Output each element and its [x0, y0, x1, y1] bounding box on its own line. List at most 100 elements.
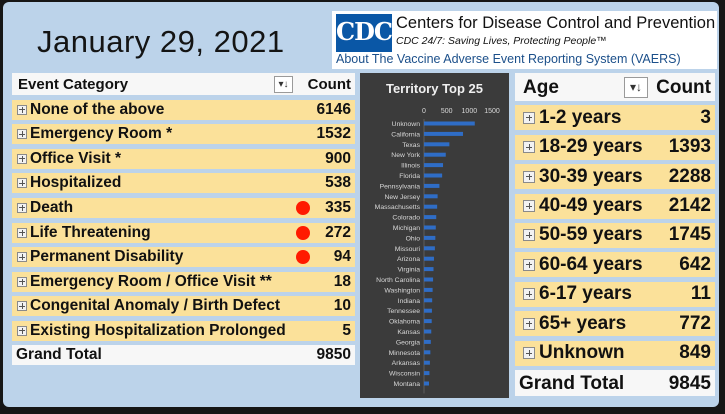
event-row[interactable]: Emergency Room * 1532	[12, 124, 355, 145]
expand-plus-icon[interactable]	[523, 111, 535, 124]
bar[interactable]	[424, 152, 446, 157]
category-label: Unknown	[392, 121, 421, 128]
category-label: New Jersey	[384, 194, 420, 201]
bar[interactable]	[424, 277, 434, 282]
event-count: 272	[325, 223, 351, 241]
event-row[interactable]: Life Threatening 272	[12, 222, 355, 243]
event-count: 900	[325, 149, 351, 167]
bar[interactable]	[424, 319, 432, 324]
expand-plus-icon[interactable]	[17, 178, 27, 189]
category-label: Minnesota	[389, 350, 421, 357]
event-count: 1532	[316, 125, 351, 143]
red-dot-icon	[296, 225, 310, 240]
age-row[interactable]: 40-49 years 2142	[515, 193, 715, 219]
bar[interactable]	[424, 246, 435, 251]
bar[interactable]	[424, 204, 438, 209]
dashboard-frame: January 29, 2021 CDC Centers for Disease…	[3, 2, 719, 407]
event-label: Office Visit *	[30, 149, 122, 167]
bar[interactable]	[424, 256, 434, 261]
age-count: 2142	[668, 195, 711, 217]
event-table-header: Event Category ▾↓ Count	[12, 73, 355, 95]
event-row[interactable]: Death 335	[12, 197, 355, 218]
bar[interactable]	[424, 131, 463, 136]
age-row[interactable]: 50-59 years 1745	[515, 222, 715, 248]
bar[interactable]	[424, 225, 436, 230]
event-count: 6146	[316, 100, 351, 118]
bar[interactable]	[424, 381, 429, 386]
expand-plus-icon[interactable]	[523, 258, 535, 271]
bar[interactable]	[424, 298, 433, 303]
age-row[interactable]: 65+ years 772	[515, 311, 715, 337]
expand-plus-icon[interactable]	[17, 202, 27, 213]
age-count: 1393	[668, 136, 711, 158]
expand-plus-icon[interactable]	[523, 141, 535, 154]
bar[interactable]	[424, 360, 430, 365]
age-grand-total-row: Grand Total 9845	[515, 369, 715, 396]
expand-plus-icon[interactable]	[523, 347, 535, 360]
event-label: Emergency Room *	[30, 125, 173, 143]
expand-plus-icon[interactable]	[17, 276, 27, 287]
event-row[interactable]: Emergency Room / Office Visit ** 18	[12, 271, 355, 292]
age-row[interactable]: 6-17 years 11	[515, 281, 715, 307]
expand-plus-icon[interactable]	[17, 227, 27, 238]
event-row[interactable]: None of the above 6146	[12, 99, 355, 120]
event-row[interactable]: Congenital Anomaly / Birth Defect 10	[12, 296, 355, 317]
bar[interactable]	[424, 308, 432, 313]
bar[interactable]	[424, 163, 444, 168]
bar[interactable]	[424, 371, 430, 376]
category-label: Ohio	[406, 235, 421, 242]
cdc-title: Centers for Disease Control and Preventi…	[396, 14, 716, 32]
expand-plus-icon[interactable]	[17, 252, 27, 263]
age-row[interactable]: Unknown 849	[515, 340, 715, 366]
bar[interactable]	[424, 215, 437, 220]
event-row[interactable]: Hospitalized 538	[12, 173, 355, 194]
expand-plus-icon[interactable]	[523, 200, 535, 213]
bar[interactable]	[424, 350, 431, 355]
event-category-header: Event Category	[18, 75, 129, 93]
event-row[interactable]: Office Visit * 900	[12, 148, 355, 169]
bar[interactable]	[424, 329, 432, 334]
age-row[interactable]: 18-29 years 1393	[515, 134, 715, 160]
age-label: 1-2 years	[539, 106, 622, 128]
expand-plus-icon[interactable]	[523, 288, 535, 301]
age-row[interactable]: 60-64 years 642	[515, 252, 715, 278]
bar[interactable]	[424, 267, 434, 272]
expand-plus-icon[interactable]	[17, 301, 27, 312]
expand-plus-icon[interactable]	[523, 229, 535, 242]
event-count: 18	[333, 272, 351, 290]
age-label: 60-64 years	[539, 253, 643, 275]
territory-bar-chart: 0 500 1000 1500 Unknown California Texas New Yo…	[375, 108, 500, 394]
territory-chart: Territory Top 25 0 500 1000 1500 Unknown Cali…	[360, 73, 509, 398]
x-tick-label: 1500	[484, 108, 500, 115]
expand-plus-icon[interactable]	[17, 325, 27, 336]
age-count: 642	[679, 253, 711, 275]
bar[interactable]	[424, 287, 433, 292]
category-label: Washington	[384, 287, 420, 294]
expand-plus-icon[interactable]	[17, 153, 27, 164]
category-label: Illinois	[401, 163, 420, 170]
event-count: 94	[333, 248, 351, 266]
category-label: Kansas	[397, 329, 420, 336]
sort-descending-icon[interactable]: ▾↓	[274, 76, 293, 93]
age-row[interactable]: 1-2 years 3	[515, 105, 715, 131]
expand-plus-icon[interactable]	[523, 317, 535, 330]
bar[interactable]	[424, 173, 443, 178]
count-header: Count	[307, 75, 351, 93]
age-row[interactable]: 30-39 years 2288	[515, 164, 715, 190]
event-row[interactable]: Permanent Disability 94	[12, 247, 355, 268]
bar[interactable]	[424, 121, 475, 126]
age-table: Age ▾↓ Count 1-2 years 3 18-29 years 1393 30…	[515, 73, 715, 396]
expand-plus-icon[interactable]	[523, 170, 535, 183]
expand-plus-icon[interactable]	[17, 104, 27, 115]
bar[interactable]	[424, 183, 440, 188]
bar[interactable]	[424, 339, 431, 344]
bar[interactable]	[424, 142, 450, 147]
bar[interactable]	[424, 235, 436, 240]
event-row[interactable]: Existing Hospitalization Prolonged 5	[12, 320, 355, 341]
event-grand-total-row: Grand Total 9850	[12, 344, 355, 365]
expand-plus-icon[interactable]	[17, 129, 27, 140]
bar[interactable]	[424, 194, 438, 199]
event-count: 335	[325, 198, 351, 216]
event-label: Hospitalized	[30, 174, 122, 192]
sort-descending-icon[interactable]: ▾↓	[624, 77, 648, 98]
